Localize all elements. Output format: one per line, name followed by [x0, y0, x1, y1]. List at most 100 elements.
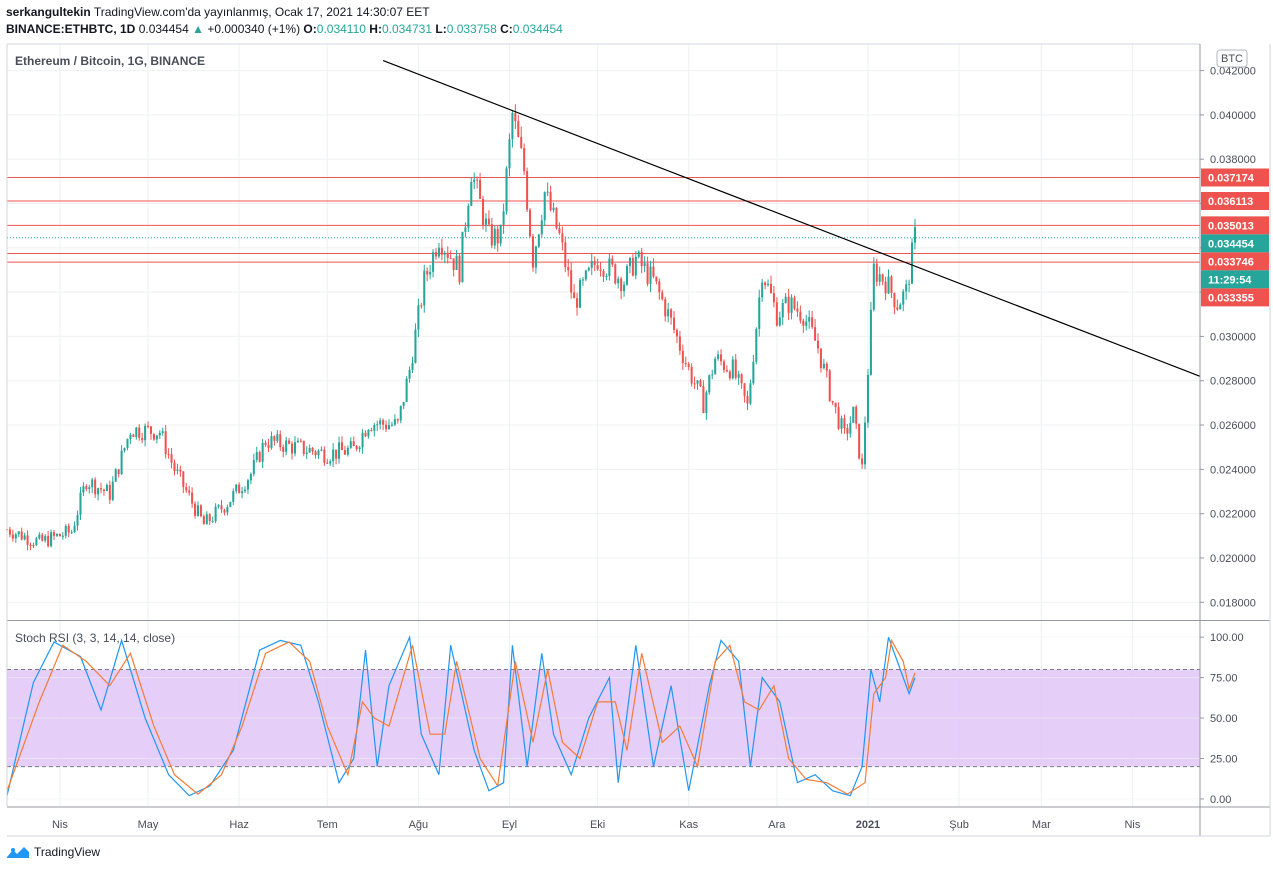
- candle-body: [188, 490, 191, 493]
- candle-body: [182, 471, 185, 488]
- candle-body: [646, 263, 649, 284]
- footer: TradingView: [6, 845, 100, 859]
- descending-trendline[interactable]: [382, 60, 1201, 377]
- candle-body: [264, 442, 267, 445]
- candle-body: [85, 486, 88, 490]
- last-price: 0.034454: [138, 22, 189, 36]
- candle-body: [229, 501, 232, 507]
- candle-body: [570, 270, 573, 293]
- candle-body: [176, 469, 179, 471]
- candle-body: [558, 228, 561, 234]
- candle-body: [672, 317, 676, 330]
- candle-body: [599, 269, 602, 271]
- candle-body: [899, 304, 902, 310]
- candle-body: [191, 492, 194, 504]
- price-axis[interactable]: 0.018000 0.020000 0.022000 0.024000 0.026000…: [1200, 49, 1269, 806]
- low-value: 0.033758: [446, 22, 497, 36]
- candle-body: [270, 436, 273, 448]
- countdown-tag-bg: [1201, 270, 1269, 289]
- candle-body: [728, 371, 731, 379]
- candle-body: [484, 218, 487, 225]
- candle-body: [164, 431, 167, 455]
- candle-body: [869, 309, 872, 375]
- osc-y-tick-label: 25.00: [1210, 753, 1238, 765]
- candle-body: [64, 525, 67, 536]
- author-name[interactable]: serkangultekin: [6, 5, 91, 19]
- candle-body: [338, 442, 341, 459]
- candle-body: [47, 536, 50, 547]
- candle-body: [185, 487, 188, 491]
- candle-body: [746, 396, 749, 404]
- candle-body: [452, 258, 455, 270]
- horizontal-levels: [7, 176, 1200, 263]
- x-tick-label: Haz: [229, 819, 249, 831]
- candle-body: [141, 437, 144, 441]
- y-tick-label: 0.020000: [1210, 553, 1256, 565]
- stoch-band: [7, 636, 1200, 800]
- candle-body: [678, 336, 681, 351]
- candle-body: [584, 270, 587, 280]
- candle-body: [20, 531, 23, 540]
- candle-body: [379, 420, 382, 425]
- candle-body: [696, 380, 699, 384]
- candle-body: [82, 486, 85, 493]
- candle-body: [317, 450, 320, 456]
- candle-body: [79, 492, 82, 515]
- x-tick-label: Kas: [679, 819, 698, 831]
- candle-body: [476, 179, 479, 181]
- close-value: 0.034454: [512, 22, 563, 36]
- candle-body: [861, 458, 864, 465]
- candle-body: [243, 489, 247, 492]
- candle-body: [302, 440, 305, 454]
- candle-body: [661, 292, 664, 300]
- candle-body: [811, 317, 814, 328]
- candle-body: [411, 362, 414, 370]
- candle-body: [67, 525, 70, 533]
- candle-body: [179, 469, 182, 472]
- candle-body: [819, 348, 822, 369]
- pane-frame: [6, 43, 1271, 837]
- y-tick-label: 0.018000: [1210, 597, 1256, 609]
- candle-body: [114, 469, 117, 482]
- candle-body: [576, 298, 579, 308]
- candle-body: [749, 383, 752, 404]
- candle-body: [246, 480, 249, 490]
- high-label: H:: [369, 22, 382, 36]
- candle-body: [743, 383, 746, 397]
- candle-body: [596, 265, 599, 270]
- symbol-label: BINANCE:ETHBTC, 1D: [6, 22, 136, 36]
- candle-body: [755, 328, 758, 362]
- candle-body: [643, 263, 646, 267]
- level-price-tag-bg: [1201, 252, 1269, 271]
- x-tick-label: Nis: [1124, 819, 1140, 831]
- candle-body: [767, 283, 770, 286]
- candle-body: [784, 296, 787, 304]
- currency-badge[interactable]: [1216, 49, 1248, 68]
- trendline[interactable]: [382, 60, 1201, 377]
- time-axis[interactable]: Nis May Haz Tem Ağu Eyl Eki Kas Ara 2021 Şub Mar Nis: [52, 819, 1141, 831]
- osc-y-tick-label: 75.00: [1210, 673, 1238, 685]
- candle-body: [908, 283, 911, 285]
- candle-body: [70, 532, 73, 534]
- candle-body: [664, 299, 667, 317]
- candle-body: [329, 461, 332, 464]
- candle-body: [840, 418, 843, 429]
- candle-body: [449, 257, 452, 259]
- footer-brand[interactable]: TradingView: [34, 845, 101, 859]
- candle-body: [769, 283, 773, 294]
- candle-body: [311, 448, 314, 452]
- candle-body: [573, 292, 576, 299]
- osc-y-tick-label: 0.00: [1210, 794, 1231, 806]
- candle-body: [258, 452, 261, 462]
- candle-body: [129, 434, 132, 439]
- candle-body: [343, 450, 346, 455]
- candle-body: [540, 220, 543, 235]
- candle-body: [288, 440, 291, 444]
- candle-body: [8, 529, 11, 535]
- candle-body: [14, 534, 17, 539]
- candle-body: [681, 350, 684, 363]
- close-label: C:: [500, 22, 513, 36]
- candle-body: [299, 440, 302, 442]
- level-price-tag-bg: [1201, 168, 1269, 187]
